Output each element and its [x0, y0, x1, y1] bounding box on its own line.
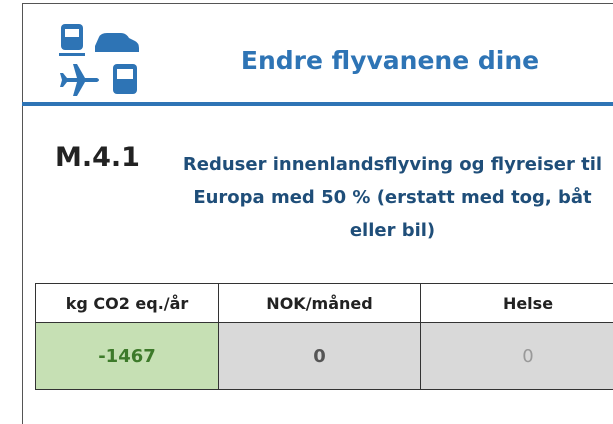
header-title: Endre flyvanene dine — [200, 46, 580, 75]
column-header: kg CO2 eq./år — [36, 284, 219, 323]
measure-code: M.4.1 — [55, 142, 140, 173]
transport-icons — [55, 22, 155, 98]
co2-value: -1467 — [36, 323, 219, 390]
divider — [22, 102, 613, 106]
column-header: Helse — [421, 284, 613, 323]
value-row: -1467 0 0 — [36, 323, 613, 390]
health-value: 0 — [421, 323, 613, 390]
nok-value: 0 — [219, 323, 421, 390]
header-row: kg CO2 eq./år NOK/måned Helse — [36, 284, 613, 323]
plane-icon — [60, 64, 99, 96]
measure-description: Reduser innenlandsflyving og flyreiser t… — [170, 148, 613, 247]
column-header: NOK/måned — [219, 284, 421, 323]
page: Endre flyvanene dine M.4.1 Reduser innen… — [0, 0, 613, 409]
impact-table: kg CO2 eq./år NOK/måned Helse -1467 0 0 — [35, 283, 613, 390]
car-icon — [95, 33, 139, 52]
